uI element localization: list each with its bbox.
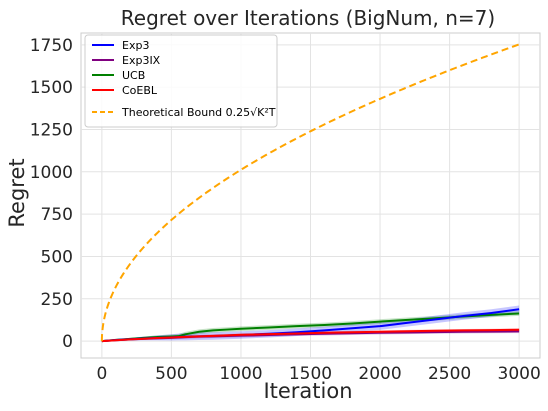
x-tick-label: 2000 <box>358 364 401 384</box>
y-tick-label: 1000 <box>30 163 73 183</box>
chart-title: Regret over Iterations (BigNum, n=7) <box>121 6 495 30</box>
x-tick-label: 2500 <box>428 364 471 384</box>
legend-label-exp3: Exp3 <box>122 39 149 52</box>
series-lines <box>100 43 520 343</box>
y-tick-label: 750 <box>41 205 73 225</box>
y-tick-labels: 0 250 500 750 1000 1250 1500 1750 <box>30 36 73 352</box>
legend-box <box>84 34 278 128</box>
y-tick-label: 1500 <box>30 78 73 98</box>
x-tick-labels: 0 500 1000 1500 2000 2500 3000 <box>96 364 540 384</box>
legend-label-coebl: CoEBL <box>122 84 158 97</box>
x-tick-label: 3000 <box>498 364 541 384</box>
x-tick-label: 0 <box>96 364 107 384</box>
series-line-coebl <box>101 328 520 343</box>
y-tick-label: 1250 <box>30 120 73 140</box>
x-tick-label: 500 <box>155 364 187 384</box>
y-tick-label: 500 <box>41 247 73 267</box>
x-axis-title: Iteration <box>263 379 352 403</box>
legend: Exp3 Exp3IX UCB CoEBL Theoretical Bound … <box>84 34 278 128</box>
series-line-bound <box>100 43 520 342</box>
y-tick-label: 0 <box>62 332 73 352</box>
y-tick-label: 1750 <box>30 36 73 56</box>
legend-label-bound: Theoretical Bound 0.25√K²T <box>121 106 276 119</box>
y-axis-title: Regret <box>5 158 29 227</box>
x-tick-label: 1000 <box>219 364 262 384</box>
x-tick-label: 1500 <box>289 364 332 384</box>
legend-label-exp3ix: Exp3IX <box>122 54 161 67</box>
y-tick-label: 250 <box>41 290 73 310</box>
legend-label-ucb: UCB <box>122 69 145 82</box>
